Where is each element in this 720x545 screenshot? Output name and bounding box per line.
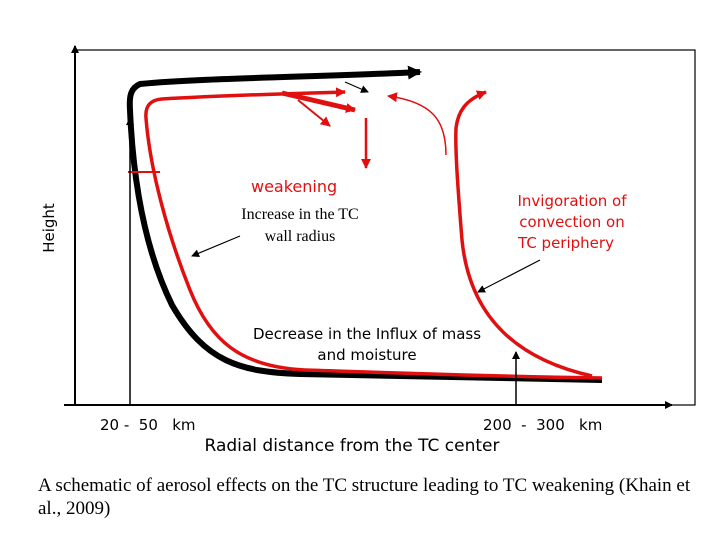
- influx-label-line1: Decrease in the Influx of mass: [253, 325, 481, 343]
- invigoration-pointer: [477, 259, 541, 293]
- invigoration-label-line3: TC periphery: [517, 234, 614, 252]
- affected-circulation-curve: [144, 87, 603, 380]
- wall-radius-label-line2: wall radius: [265, 228, 336, 245]
- weakening-label: weakening: [251, 177, 337, 196]
- invigoration-label-line1: Invigoration of: [518, 192, 628, 210]
- x-axis-label: Radial distance from the TC center: [205, 436, 500, 456]
- top-pointer-arrow: [344, 81, 369, 93]
- influx-label-line2: and moisture: [317, 346, 416, 364]
- upper-outflow-arrow: [387, 92, 447, 156]
- y-axis-label: Height: [40, 203, 58, 253]
- figure-caption: A schematic of aerosol effects on the TC…: [38, 475, 691, 519]
- periphery-convection-curve: [454, 90, 593, 378]
- wall-radius-label-line1: Increase in the TC: [241, 206, 358, 223]
- wall-radius-pointer: [191, 235, 241, 257]
- downward-branch-arrow: [297, 99, 331, 127]
- inflow-upper-arrow: [281, 90, 356, 113]
- tick-label-outer: 200 - 300 km: [483, 416, 602, 434]
- tick-label-inner: 20 - 50 km: [100, 416, 196, 434]
- invigoration-label-line2: convection on: [519, 213, 624, 231]
